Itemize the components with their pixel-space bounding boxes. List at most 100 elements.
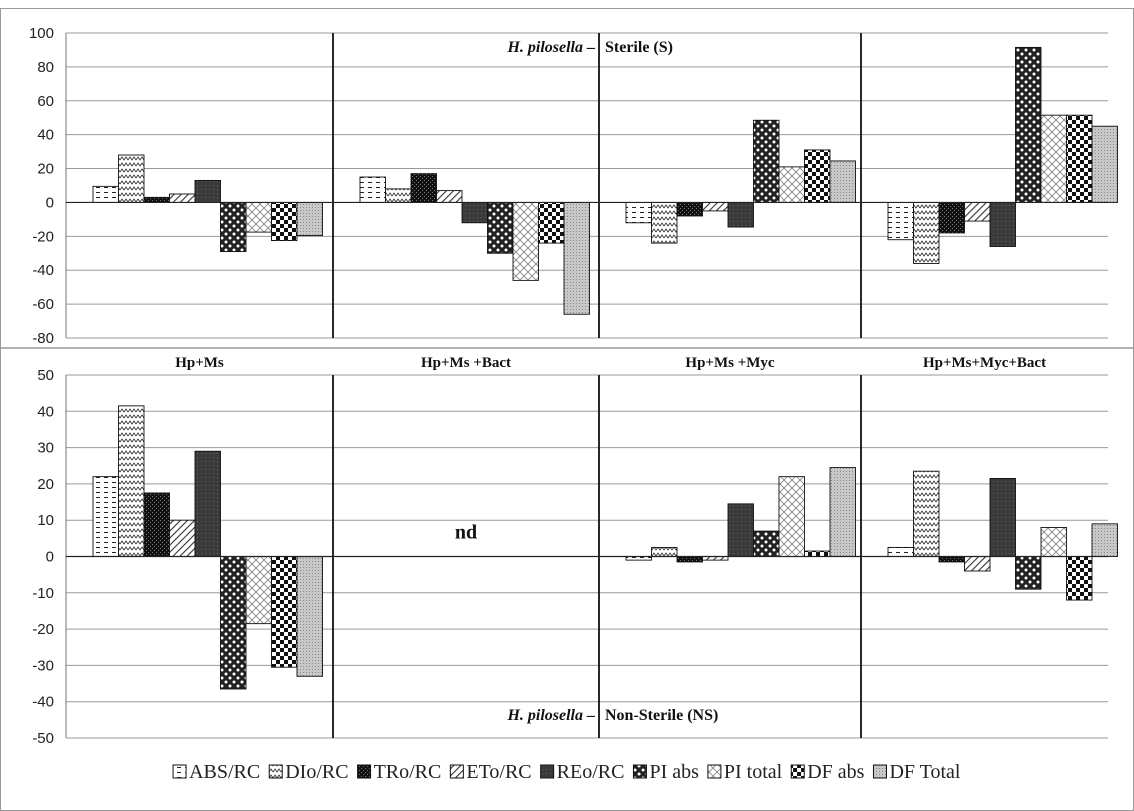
category-label: Hp+Ms +Bact [421,355,511,371]
bar-nonsterile-g0-s4 [194,450,221,557]
legend-label: REo/RC [557,761,625,783]
bar-nonsterile-g2-s1 [651,546,678,557]
bar-nonsterile-g3-s4 [989,478,1016,557]
bar-nonsterile-g2-s8 [829,467,856,557]
panel-title-prefix: H. pilosella – [506,39,595,56]
bar-sterile-g1-s1 [385,188,412,203]
bar-sterile-g2-s0 [625,201,652,224]
bar-sterile-g1-s2 [410,173,437,203]
bar-sterile-g2-s7 [804,149,831,203]
legend-label: DIo/RC [285,761,348,783]
y-tick-label: 0 [46,194,54,211]
bar-sterile-g0-s6 [245,201,272,233]
chart-frame [0,8,1134,811]
bar-sterile-g3-s3 [964,201,991,222]
bar-nonsterile-g2-s5 [753,530,780,557]
bar-nonsterile-g0-s3 [169,519,196,557]
y-tick-label: -20 [32,621,54,638]
bar-nonsterile-g3-s0 [887,546,914,557]
bar-nonsterile-g2-s7 [804,550,831,557]
bar-sterile-g3-s5 [1015,46,1042,203]
bar-sterile-g1-s4 [461,201,488,224]
bar-nonsterile-g0-s2 [143,492,170,557]
bar-nonsterile-g3-s8 [1091,523,1118,557]
outer-border [0,8,1134,811]
legend-swatch [357,764,372,779]
bar-nonsterile-g2-s4 [727,503,754,557]
bar-sterile-g0-s1 [118,154,145,203]
legend-label: ABS/RC [189,761,260,783]
bar-nonsterile-g3-s1 [913,470,940,557]
legend-swatch [872,764,887,779]
y-tick-label: 10 [37,512,54,529]
bar-sterile-g3-s2 [938,201,965,234]
legend-swatch [172,764,187,779]
bar-nonsterile-g3-s3 [964,556,991,572]
legend-label: DF Total [889,761,960,783]
y-tick-label: -80 [32,330,54,347]
bar-sterile-g2-s6 [778,166,805,203]
bar-sterile-g2-s2 [676,201,703,217]
bar-sterile-g3-s4 [989,201,1016,247]
y-tick-label: 20 [37,161,54,178]
annotation-nd: nd [455,521,477,543]
y-tick-label: 0 [46,549,54,566]
legend-label: PI abs [649,761,699,783]
bar-nonsterile-g2-s6 [778,476,805,557]
bar-nonsterile-g0-s0 [92,476,119,557]
bar-sterile-g2-s3 [702,201,729,212]
bar-sterile-g3-s1 [913,201,940,264]
bar-sterile-g0-s2 [143,196,170,203]
bar-sterile-g0-s4 [194,179,221,203]
panel-title-suffix: Sterile (S) [605,39,673,56]
bar-nonsterile-g2-s2 [676,556,703,563]
y-tick-label: -50 [32,730,54,747]
bar-nonsterile-g3-s7 [1066,556,1093,601]
legend-swatch [632,764,647,779]
legend-label: ETo/RC [466,761,531,783]
bar-sterile-g0-s3 [169,193,196,203]
legend-label: DF abs [807,761,864,783]
bar-sterile-g2-s5 [753,119,780,203]
bar-sterile-g2-s4 [727,201,754,228]
bar-sterile-g0-s5 [220,201,247,253]
bar-sterile-g2-s8 [829,160,856,203]
y-tick-label: 20 [37,476,54,493]
bar-sterile-g1-s7 [538,201,565,244]
bar-sterile-g2-s1 [651,201,678,244]
category-label: Hp+Ms+Myc+Bact [923,355,1046,371]
y-tick-label: 40 [37,403,54,420]
bar-sterile-g3-s7 [1066,114,1093,203]
bar-sterile-g0-s0 [92,185,119,203]
y-tick-label: 80 [37,59,54,76]
panel-title-prefix: H. pilosella – [506,707,595,724]
bar-sterile-g1-s8 [563,201,590,315]
y-tick-label: 30 [37,440,54,457]
bar-nonsterile-g3-s2 [938,556,965,563]
bar-nonsterile-g0-s1 [118,405,145,557]
legend-label: TRo/RC [374,761,442,783]
bar-nonsterile-g0-s7 [271,556,298,668]
legend-swatch [540,764,555,779]
y-tick-label: -40 [32,694,54,711]
bar-nonsterile-g0-s5 [220,556,247,690]
bar-nonsterile-g3-s6 [1040,527,1067,557]
legend-swatch [268,764,283,779]
legend-swatch [707,764,722,779]
y-tick-label: -40 [32,262,54,279]
bar-nonsterile-g0-s6 [245,556,272,625]
bar-sterile-g1-s6 [512,201,539,281]
bars [92,46,1118,690]
legend-label: PI total [724,761,783,783]
y-tick-label: 60 [37,93,54,110]
y-tick-label: -60 [32,296,54,313]
bar-sterile-g0-s7 [271,201,298,242]
y-tick-label: -10 [32,585,54,602]
bar-sterile-g3-s8 [1091,125,1118,203]
legend-swatch [449,764,464,779]
y-tick-label: -30 [32,657,54,674]
bar-nonsterile-g3-s5 [1015,556,1042,590]
bar-sterile-g1-s0 [359,176,386,203]
bar-sterile-g3-s0 [887,201,914,241]
